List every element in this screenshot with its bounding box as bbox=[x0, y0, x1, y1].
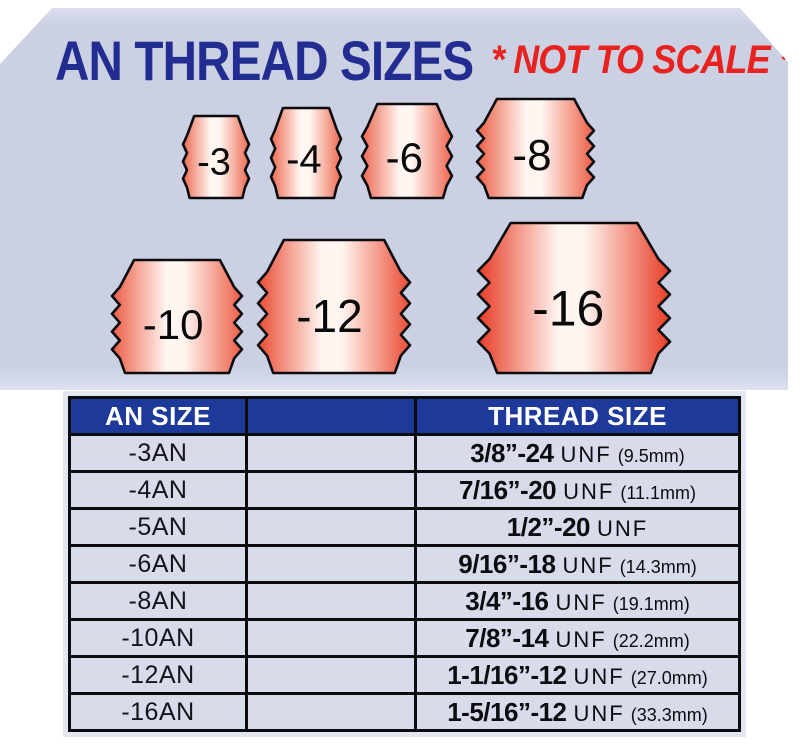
illustration-cell bbox=[245, 655, 417, 695]
an-size-cell: -16AN bbox=[68, 692, 248, 732]
fitting--3: -3 bbox=[181, 114, 251, 200]
fitting-label: -16 bbox=[532, 281, 604, 337]
thread-metric: (22.2mm) bbox=[612, 630, 690, 651]
an-size-cell: -5AN bbox=[68, 507, 248, 547]
table-row: -5AN 1/2”-20 UNF bbox=[68, 507, 741, 547]
thread-standard: UNF bbox=[573, 663, 625, 689]
table-row: -6AN 9/16”-18 UNF (14.3mm) bbox=[68, 544, 741, 584]
fitting--8: -8 bbox=[475, 97, 596, 200]
fitting-body bbox=[475, 97, 596, 200]
thread-size-cell: 7/16”-20 UNF (11.1mm) bbox=[414, 470, 741, 510]
fitting-label: -12 bbox=[296, 290, 362, 342]
table-row: -3AN 3/8”-24 UNF (9.5mm) bbox=[68, 433, 741, 473]
fitting-label: -10 bbox=[143, 301, 204, 348]
table-body: -3AN 3/8”-24 UNF (9.5mm) -4AN 7/16”-20 UNF(… bbox=[68, 433, 741, 732]
thread-spec: 7/8”-14 bbox=[465, 622, 549, 653]
fitting--6: -6 bbox=[360, 102, 454, 200]
thread-standard: UNF bbox=[555, 626, 607, 652]
table-row: -16AN 1-5/16”-12 UNF (33.3mm) bbox=[68, 692, 741, 732]
thread-size-cell: 9/16”-18 UNF (14.3mm) bbox=[414, 544, 741, 584]
thread-size-cell: 1-1/16”-12 UNF (27.0mm) bbox=[414, 655, 741, 695]
an-size-header: AN SIZE bbox=[68, 396, 248, 436]
table-row: -4AN 7/16”-20 UNF (11.1mm) bbox=[68, 470, 741, 510]
fitting-body bbox=[476, 221, 672, 375]
fitting-label: -8 bbox=[512, 131, 551, 180]
thread-metric: (9.5mm) bbox=[617, 445, 685, 466]
an-size-cell: -4AN bbox=[68, 470, 248, 510]
an-size-cell: -6AN bbox=[68, 544, 248, 584]
thread-metric: (27.0mm) bbox=[630, 667, 708, 688]
page-title: AN THREAD SIZES bbox=[55, 29, 474, 92]
illustration-cell bbox=[245, 581, 417, 621]
thread-size-cell: 3/4”-16 UNF (19.1mm) bbox=[414, 581, 741, 621]
thread-spec: 3/4”-16 bbox=[465, 585, 549, 616]
fitting-body bbox=[181, 114, 251, 200]
illustration-cell bbox=[245, 433, 417, 473]
illustration-cell bbox=[245, 470, 417, 510]
fitting-body bbox=[360, 102, 454, 200]
thread-metric: (14.3mm) bbox=[619, 556, 697, 577]
thread-size-cell: 7/8”-14 UNF (22.2mm) bbox=[414, 618, 741, 658]
thread-spec: 3/8”-24 bbox=[470, 437, 554, 468]
table-row: -12AN 1-1/16”-12 UNF (27.0mm) bbox=[68, 655, 741, 695]
thread-standard: UNF bbox=[555, 589, 607, 615]
thread-metric: (33.3mm) bbox=[630, 704, 708, 725]
thread-standard: UNF bbox=[560, 441, 612, 467]
illustration-cell bbox=[245, 544, 417, 584]
fitting-body bbox=[256, 238, 412, 375]
fitting-label: -3 bbox=[197, 142, 231, 184]
fitting-label: -6 bbox=[386, 134, 423, 181]
middle-header bbox=[245, 396, 417, 436]
diagram-panel: AN THREAD SIZES * NOT TO SCALE * -3 -4 -6-… bbox=[0, 8, 788, 390]
table-header-row: AN SIZE THREAD SIZE bbox=[68, 396, 741, 436]
an-size-cell: -3AN bbox=[68, 433, 248, 473]
thread-spec: 1-5/16”-12 bbox=[447, 696, 567, 727]
fitting-body bbox=[269, 106, 343, 200]
an-size-cell: -8AN bbox=[68, 581, 248, 621]
table-row: -10AN 7/8”-14 UNF (22.2mm) bbox=[68, 618, 741, 658]
an-size-cell: -10AN bbox=[68, 618, 248, 658]
thread-spec: 1/2”-20 bbox=[506, 511, 591, 542]
illustration-cell bbox=[245, 618, 417, 658]
thread-spec: 9/16”-18 bbox=[458, 548, 556, 579]
thread-size-cell: 1-5/16”-12 UNF (33.3mm) bbox=[414, 692, 741, 732]
illustration-cell bbox=[245, 507, 417, 547]
thread-standard: UNF bbox=[562, 552, 614, 578]
thread-standard: UNF bbox=[563, 478, 615, 504]
thread-metric: (19.1mm) bbox=[612, 593, 690, 614]
fitting-label: -4 bbox=[286, 137, 322, 181]
fitting-body bbox=[110, 258, 244, 375]
thread-metric: (11.1mm) bbox=[620, 482, 697, 503]
table-row: -8AN 3/4”-16 UNF (19.1mm) bbox=[68, 581, 741, 621]
illustration-cell bbox=[245, 692, 417, 732]
scale-notice: * NOT TO SCALE * bbox=[491, 38, 792, 82]
thread-spec: 1-1/16”-12 bbox=[447, 659, 567, 690]
fitting--16: -16 bbox=[476, 221, 672, 375]
fittings-layer: -3 -4 -6 -8 -10 -12 -16 bbox=[0, 8, 788, 390]
an-size-cell: -12AN bbox=[68, 655, 248, 695]
thread-standard: UNF bbox=[573, 700, 625, 726]
an-thread-table: AN SIZE THREAD SIZE -3AN 3/8”-24 UNF (9.5m… bbox=[68, 396, 741, 732]
thread-size-header: THREAD SIZE bbox=[414, 396, 741, 436]
thread-standard: UNF bbox=[597, 515, 649, 541]
fitting--10: -10 bbox=[110, 258, 244, 375]
fitting--12: -12 bbox=[256, 238, 412, 375]
thread-size-cell: 1/2”-20 UNF bbox=[414, 507, 741, 547]
fitting--4: -4 bbox=[269, 106, 343, 200]
thread-spec: 7/16”-20 bbox=[458, 474, 557, 505]
thread-size-cell: 3/8”-24 UNF (9.5mm) bbox=[414, 433, 741, 473]
